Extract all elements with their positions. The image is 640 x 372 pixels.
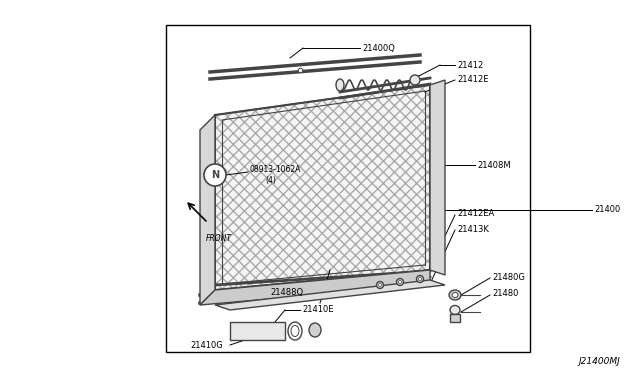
Text: 08913-1062A: 08913-1062A: [250, 166, 301, 174]
Text: 21412EA: 21412EA: [457, 208, 494, 218]
Circle shape: [204, 164, 226, 186]
Polygon shape: [200, 270, 430, 305]
Text: 21480: 21480: [492, 289, 518, 298]
Text: FRONT: FRONT: [206, 234, 232, 243]
Polygon shape: [215, 85, 430, 290]
Polygon shape: [430, 80, 445, 275]
Ellipse shape: [449, 290, 461, 300]
Ellipse shape: [397, 279, 403, 285]
Ellipse shape: [417, 276, 424, 282]
Ellipse shape: [376, 282, 383, 289]
Text: 21480G: 21480G: [492, 273, 525, 282]
Text: 21488Q: 21488Q: [270, 289, 303, 298]
Ellipse shape: [378, 283, 381, 286]
Text: (4): (4): [265, 176, 276, 185]
Ellipse shape: [452, 292, 458, 298]
Polygon shape: [200, 115, 215, 305]
Text: 21400Q: 21400Q: [362, 44, 395, 52]
Text: 21412E: 21412E: [457, 74, 488, 83]
Ellipse shape: [309, 323, 321, 337]
Text: N: N: [211, 170, 219, 180]
Ellipse shape: [336, 79, 344, 91]
Text: 21408M: 21408M: [477, 160, 511, 170]
Text: 21412: 21412: [457, 61, 483, 70]
Text: 21400: 21400: [594, 205, 620, 215]
Text: 21410E: 21410E: [302, 305, 333, 314]
Ellipse shape: [419, 278, 422, 280]
Ellipse shape: [450, 305, 460, 314]
Bar: [166, 25, 530, 352]
Ellipse shape: [410, 75, 420, 85]
Text: 21413K: 21413K: [457, 224, 489, 234]
Ellipse shape: [291, 326, 299, 337]
Polygon shape: [215, 280, 445, 310]
Bar: [450, 314, 460, 322]
Bar: [230, 322, 285, 340]
Text: J21400MJ: J21400MJ: [579, 357, 620, 366]
Text: 21410G: 21410G: [190, 340, 223, 350]
Ellipse shape: [399, 280, 401, 283]
